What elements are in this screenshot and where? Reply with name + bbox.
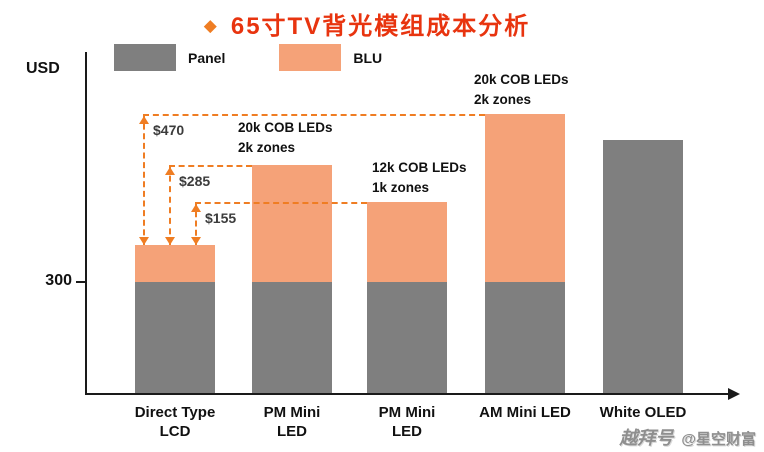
- bar-annotation: 12k COB LEDs 1k zones: [372, 160, 467, 196]
- chart-title: 65寸TV背光模组成本分析: [230, 13, 531, 40]
- delta-arrow-up-icon: [165, 167, 175, 176]
- delta-line-horizontal: [169, 165, 252, 168]
- watermark-brand: 越拜号: [619, 428, 674, 448]
- x-axis-arrow-icon: [728, 388, 740, 400]
- bar-annotation: 20k COB LEDs 2k zones: [238, 120, 333, 156]
- legend-swatch-panel: [114, 44, 176, 71]
- delta-arrow-down-icon: [139, 237, 149, 245]
- watermark: 越拜号 @星空财富: [619, 424, 756, 450]
- legend-swatch-blu: [279, 44, 342, 71]
- category-label: Direct Type LCD: [134, 404, 216, 440]
- chart-title-row: ◆ 65寸TV背光模组成本分析: [0, 6, 764, 41]
- category-label: PM Mini LED: [378, 404, 436, 440]
- bar-blu-segment: [135, 245, 215, 282]
- legend: Panel BLU: [114, 44, 382, 71]
- delta-line-vertical: [143, 113, 145, 245]
- category-label: PM Mini LED: [263, 404, 321, 440]
- y-tick-label: 300: [45, 272, 72, 289]
- delta-line-horizontal: [143, 113, 485, 116]
- delta-line-horizontal: [195, 202, 367, 205]
- legend-label-panel: Panel: [188, 49, 226, 66]
- bar-blu-segment: [485, 113, 565, 282]
- diamond-bullet-icon: ◆: [203, 16, 217, 35]
- delta-arrow-up-icon: [139, 115, 149, 124]
- delta-label: $155: [205, 210, 237, 227]
- bar-blu-segment: [252, 165, 332, 282]
- bar-blu-segment: [367, 202, 447, 282]
- x-axis-line: [85, 393, 730, 395]
- bar-panel-segment: [367, 282, 447, 393]
- delta-arrow-down-icon: [191, 237, 201, 245]
- delta-label: $285: [179, 173, 211, 190]
- bar-annotation: 20k COB LEDs 2k zones: [474, 72, 569, 108]
- y-axis-line: [85, 52, 87, 395]
- y-axis-unit-label: USD: [26, 60, 60, 77]
- delta-arrow-down-icon: [165, 237, 175, 245]
- watermark-account: @星空财富: [681, 431, 756, 448]
- delta-line-vertical: [169, 165, 171, 245]
- bar-panel-segment: [603, 139, 683, 393]
- delta-label: $470: [153, 121, 185, 138]
- delta-line-vertical: [195, 202, 197, 245]
- bar-panel-segment: [135, 282, 215, 393]
- y-tick-mark: [76, 281, 86, 283]
- bar-panel-segment: [485, 282, 565, 393]
- legend-label-blu: BLU: [353, 49, 383, 66]
- bar-panel-segment: [252, 282, 332, 393]
- category-label: AM Mini LED: [479, 404, 571, 421]
- delta-arrow-up-icon: [191, 204, 201, 213]
- category-label: White OLED: [599, 404, 687, 421]
